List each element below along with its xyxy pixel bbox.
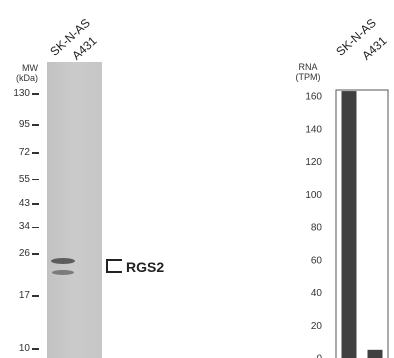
band-sk-n-as-upper	[51, 258, 75, 264]
mw-marker-tick	[32, 93, 39, 95]
bar-a431	[367, 349, 383, 358]
y-tick-label: 20	[311, 321, 323, 332]
target-label: RGS2	[126, 259, 165, 275]
rna-chart-panel: RNA (TPM) SK-N-AS A431 02040608010012014…	[260, 0, 394, 358]
mw-marker-tick	[32, 348, 39, 350]
y-tick-label: 0	[316, 354, 322, 358]
target-bracket	[106, 259, 122, 273]
mw-marker-label: 34	[18, 221, 30, 233]
bar-sk-n-as	[341, 91, 357, 358]
mw-marker-tick	[32, 203, 39, 205]
y-tick-label: 160	[305, 92, 322, 103]
y-tick-label: 80	[311, 223, 323, 234]
mw-marker-tick	[32, 178, 39, 181]
mw-marker-label: 55	[18, 173, 30, 185]
mw-marker-tick	[32, 124, 39, 126]
band-sk-n-as-lower	[52, 270, 74, 275]
mw-marker-tick	[32, 151, 39, 154]
plot-frame	[335, 89, 389, 358]
mw-marker-label: 10	[18, 343, 30, 354]
mw-marker-tick	[32, 295, 39, 298]
mw-marker-tick	[32, 253, 39, 255]
mw-marker-label: 26	[18, 248, 30, 259]
mw-marker-label: 43	[18, 197, 30, 209]
y-tick-label: 120	[305, 157, 322, 168]
rna-bar-chart: 0 20 40 60 80 100 120 140 160	[305, 89, 389, 358]
rna-axis-title: RNA	[298, 62, 318, 72]
mw-marker-label: 130	[13, 88, 30, 99]
mw-marker-label: 17	[18, 290, 30, 302]
mw-marker-label: 95	[18, 119, 30, 131]
western-blot-panel: MW (kDa) 130 95 72 55 43 34 26 17 10 SK-N-AS A43…	[13, 16, 165, 358]
y-tick-label: 100	[305, 190, 322, 201]
mw-marker-label: 72	[18, 146, 30, 158]
mw-unit: (kDa)	[16, 73, 38, 83]
blot-membrane	[47, 62, 102, 358]
mw-title: MW	[22, 63, 38, 73]
y-tick-label: 60	[311, 255, 323, 266]
rna-axis-unit: (TPM)	[295, 72, 321, 82]
y-tick-label: 40	[311, 288, 323, 299]
mw-marker-tick	[32, 226, 39, 229]
y-tick-label: 140	[305, 124, 322, 135]
